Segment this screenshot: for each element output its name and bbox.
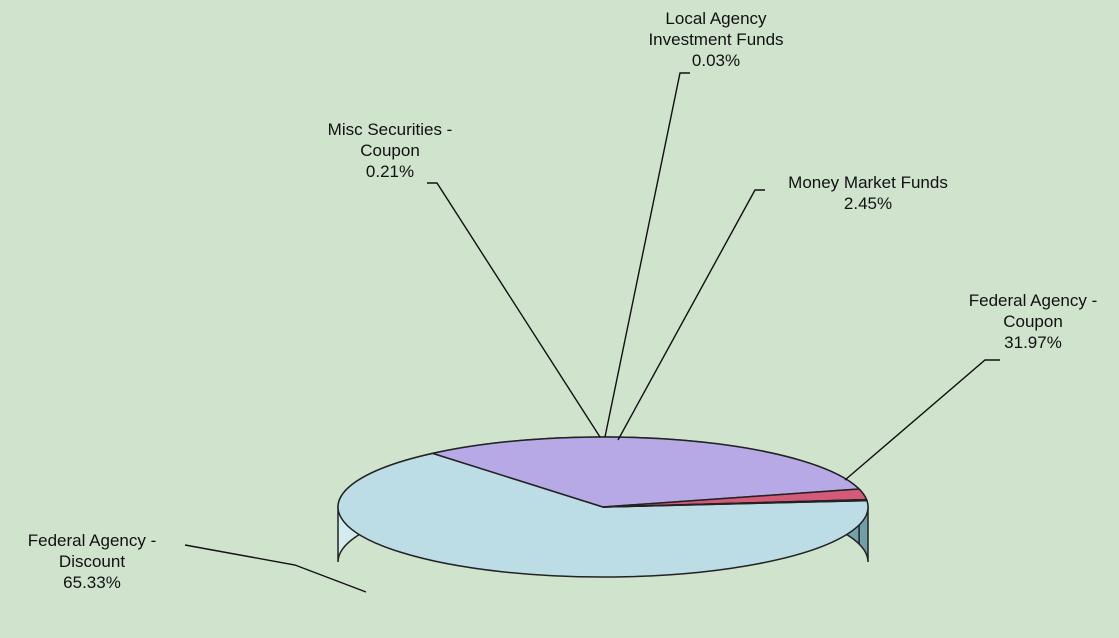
slice-label-line: Federal Agency - [969,291,1098,310]
leader-line-0 [184,544,367,593]
slice-percent: 65.33% [63,573,121,592]
slice-label-line: Money Market Funds [788,173,948,192]
leader-line-2 [617,189,765,441]
slice-label-2: Money Market Funds 2.45% [788,173,948,213]
pie-slice-1 [429,436,861,508]
slice-label-line: Federal Agency - [28,531,157,550]
slice-percent: 2.45% [844,194,892,213]
slice-percent: 0.03% [692,51,740,70]
leader-line-1 [844,359,1000,481]
slice-percent: 0.21% [366,162,414,181]
pie-slice-4 [602,498,868,508]
slice-label-line: Misc Securities - [328,120,453,139]
pie-slice-0 [337,452,869,578]
slice-label-4: Misc Securities - Coupon 0.21% [328,120,453,181]
slice-label-line: Discount [59,552,125,571]
slice-label-line: Investment Funds [648,30,783,49]
leader-line-4 [427,182,601,438]
slice-label-line: Local Agency [665,9,767,28]
slice-percent: 31.97% [1004,333,1062,352]
slice-label-3: Local Agency Investment Funds 0.03% [648,9,783,70]
leader-line-3 [604,72,690,438]
slice-label-1: Federal Agency - Coupon 31.97% [969,291,1098,352]
slice-label-line: Coupon [360,141,420,160]
slice-label-0: Federal Agency - Discount 65.33% [28,531,157,592]
slice-label-line: Coupon [1003,312,1063,331]
